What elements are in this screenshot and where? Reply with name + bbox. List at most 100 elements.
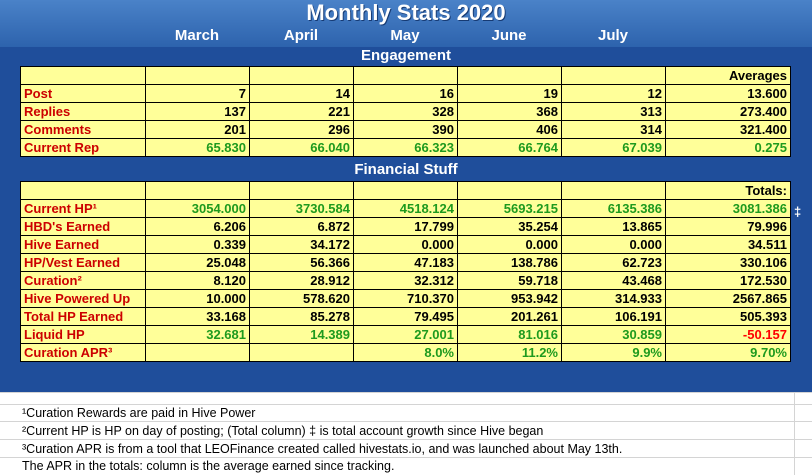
cell[interactable] [145,181,250,200]
value-cell[interactable]: 0.000 [457,235,562,254]
value-cell[interactable]: 6.206 [145,217,250,236]
row-label-current-rep[interactable]: Current Rep [20,138,146,157]
total-cell[interactable]: 9.70% [665,343,791,362]
value-cell[interactable]: 16 [353,84,458,103]
value-cell[interactable]: 0.000 [561,235,666,254]
total-cell[interactable]: 13.600 [665,84,791,103]
total-cell[interactable]: 321.400 [665,120,791,139]
value-cell[interactable]: 66.040 [249,138,354,157]
value-cell[interactable]: 66.323 [353,138,458,157]
total-cell[interactable]: 3081.386 [665,199,791,218]
value-cell[interactable]: 12 [561,84,666,103]
value-cell[interactable]: 368 [457,102,562,121]
cell[interactable] [20,181,146,200]
value-cell[interactable]: 33.168 [145,307,250,326]
row-label-liquid-hp[interactable]: Liquid HP [20,325,146,344]
value-cell[interactable]: 32.681 [145,325,250,344]
total-cell[interactable]: 273.400 [665,102,791,121]
value-cell[interactable]: 34.172 [249,235,354,254]
value-cell[interactable]: 35.254 [457,217,562,236]
value-cell[interactable]: 6135.386 [561,199,666,218]
row-label-total-hp-earned[interactable]: Total HP Earned [20,307,146,326]
value-cell[interactable]: 710.370 [353,289,458,308]
value-cell[interactable]: 85.278 [249,307,354,326]
value-cell[interactable]: 11.2% [457,343,562,362]
value-cell[interactable]: 4518.124 [353,199,458,218]
row-label-hbd-s-earned[interactable]: HBD's Earned [20,217,146,236]
value-cell[interactable]: 201 [145,120,250,139]
cell[interactable] [353,181,458,200]
value-cell[interactable]: 30.859 [561,325,666,344]
cell[interactable] [145,66,250,85]
row-label-current-hp[interactable]: Current HP¹ [20,199,146,218]
value-cell[interactable] [249,343,354,362]
value-cell[interactable]: 13.865 [561,217,666,236]
cell[interactable] [457,181,562,200]
value-cell[interactable]: 201.261 [457,307,562,326]
row-label-comments[interactable]: Comments [20,120,146,139]
value-cell[interactable]: 43.468 [561,271,666,290]
value-cell[interactable]: 314 [561,120,666,139]
value-cell[interactable]: 17.799 [353,217,458,236]
cell[interactable] [249,66,354,85]
value-cell[interactable]: 3730.584 [249,199,354,218]
total-cell[interactable]: 34.511 [665,235,791,254]
total-cell[interactable]: 2567.865 [665,289,791,308]
value-cell[interactable]: 8.0% [353,343,458,362]
value-cell[interactable]: 66.764 [457,138,562,157]
value-cell[interactable]: 14.389 [249,325,354,344]
row-label-hp-vest-earned[interactable]: HP/Vest Earned [20,253,146,272]
value-cell[interactable]: 953.942 [457,289,562,308]
total-cell[interactable]: 505.393 [665,307,791,326]
value-cell[interactable]: 5693.215 [457,199,562,218]
total-cell[interactable]: 0.275 [665,138,791,157]
value-cell[interactable]: 328 [353,102,458,121]
cell[interactable] [561,66,666,85]
value-cell[interactable]: 313 [561,102,666,121]
value-cell[interactable]: 7 [145,84,250,103]
value-cell[interactable]: 9.9% [561,343,666,362]
value-cell[interactable]: 25.048 [145,253,250,272]
value-cell[interactable] [145,343,250,362]
cell[interactable] [249,181,354,200]
row-label-post[interactable]: Post [20,84,146,103]
row-label-replies[interactable]: Replies [20,102,146,121]
value-cell[interactable]: 106.191 [561,307,666,326]
row-label-hive-earned[interactable]: Hive Earned [20,235,146,254]
value-cell[interactable]: 578.620 [249,289,354,308]
value-cell[interactable]: 8.120 [145,271,250,290]
value-cell[interactable]: 0.339 [145,235,250,254]
value-cell[interactable]: 67.039 [561,138,666,157]
value-cell[interactable]: 390 [353,120,458,139]
value-cell[interactable]: 138.786 [457,253,562,272]
row-label-hive-powered-up[interactable]: Hive Powered Up [20,289,146,308]
value-cell[interactable]: 81.016 [457,325,562,344]
total-cell[interactable]: 79.996 [665,217,791,236]
cell[interactable] [20,66,146,85]
value-cell[interactable]: 56.366 [249,253,354,272]
value-cell[interactable]: 0.000 [353,235,458,254]
value-cell[interactable]: 28.912 [249,271,354,290]
value-cell[interactable]: 32.312 [353,271,458,290]
value-cell[interactable]: 6.872 [249,217,354,236]
value-cell[interactable]: 314.933 [561,289,666,308]
total-cell[interactable]: -50.157 [665,325,791,344]
value-cell[interactable]: 79.495 [353,307,458,326]
row-label-curation[interactable]: Curation² [20,271,146,290]
totals-header[interactable]: Totals: [665,181,791,200]
value-cell[interactable]: 47.183 [353,253,458,272]
row-label-curation-apr[interactable]: Curation APR³ [20,343,146,362]
value-cell[interactable]: 10.000 [145,289,250,308]
cell[interactable] [561,181,666,200]
total-cell[interactable]: 172.530 [665,271,791,290]
cell[interactable] [353,66,458,85]
value-cell[interactable]: 65.830 [145,138,250,157]
value-cell[interactable]: 406 [457,120,562,139]
value-cell[interactable]: 19 [457,84,562,103]
value-cell[interactable]: 221 [249,102,354,121]
value-cell[interactable]: 137 [145,102,250,121]
value-cell[interactable]: 59.718 [457,271,562,290]
cell[interactable] [457,66,562,85]
averages-header[interactable]: Averages [665,66,791,85]
value-cell[interactable]: 3054.000 [145,199,250,218]
